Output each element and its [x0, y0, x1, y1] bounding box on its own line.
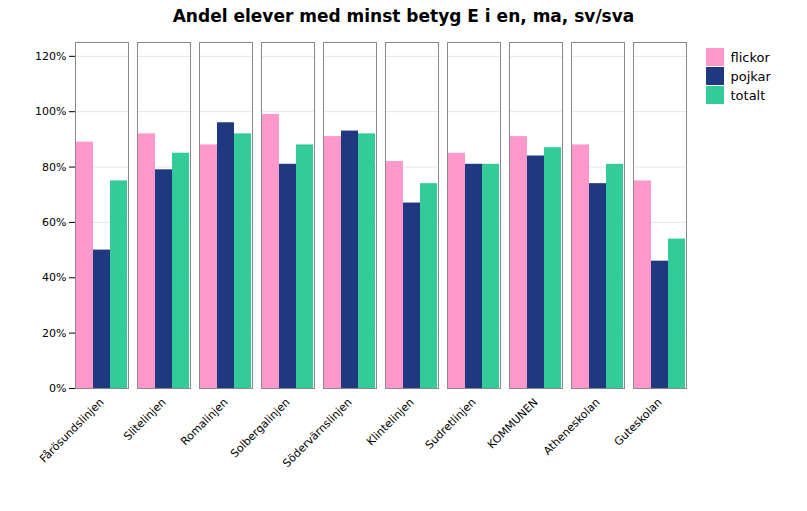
svg-text:Guteskolan: Guteskolan	[612, 396, 665, 449]
svg-text:Sudretlinjen: Sudretlinjen	[423, 396, 479, 452]
svg-text:Romalinjen: Romalinjen	[178, 396, 230, 448]
svg-text:Fårösundslinjen: Fårösundslinjen	[37, 396, 107, 466]
svg-text:Södervärnslinjen: Södervärnslinjen	[280, 396, 354, 470]
svg-text:KOMMUNEN: KOMMUNEN	[485, 396, 541, 452]
html-text:flickor: flickor	[730, 49, 770, 65]
svg-text:Atheneskolan: Atheneskolan	[541, 396, 603, 458]
html-text:Andel elever med minst betyg E: Andel elever med minst betyg E i en, ma,…	[172, 6, 635, 26]
svg-text:100%: 100%	[35, 105, 66, 118]
html-text:totalt: totalt	[730, 87, 766, 103]
svg-text:80%: 80%	[42, 161, 66, 174]
svg-text:0%: 0%	[49, 382, 66, 395]
svg-text:60%: 60%	[42, 216, 66, 229]
html-text:pojkar: pojkar	[730, 68, 771, 84]
svg-text:40%: 40%	[42, 271, 66, 284]
svg-text:20%: 20%	[42, 327, 66, 340]
svg-text:Solbergalinjen: Solbergalinjen	[228, 396, 293, 461]
svg-text:Klintelinjen: Klintelinjen	[364, 396, 417, 449]
svg-text:Slitelinjen: Slitelinjen	[121, 396, 168, 443]
svg-text:120%: 120%	[35, 50, 66, 63]
